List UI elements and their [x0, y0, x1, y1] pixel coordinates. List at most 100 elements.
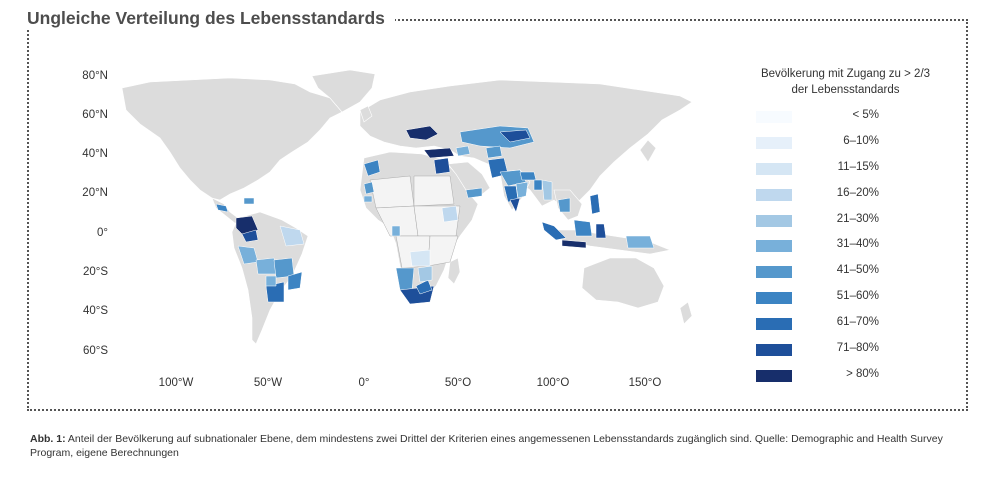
north-america — [121, 77, 343, 201]
region-borneo — [573, 219, 593, 237]
legend-swatch — [756, 240, 792, 253]
region-east-africa — [441, 205, 459, 223]
lat-tick: 40°S — [83, 305, 108, 317]
region-zimbabwe — [417, 265, 433, 283]
lon-tick: 50°W — [254, 377, 282, 389]
legend-label: < 5% — [852, 109, 879, 121]
lat-tick: 60°S — [83, 345, 108, 357]
legend-item: > 80% — [738, 365, 953, 391]
legend-swatch — [756, 162, 792, 175]
region-morocco — [363, 159, 381, 177]
lat-tick: 40°N — [82, 148, 108, 160]
legend: Bevölkerung mit Zugang zu > 2/3 der Lebe… — [738, 66, 953, 391]
region-nepal — [519, 171, 537, 181]
legend-label: 61–70% — [836, 316, 879, 329]
legend-swatch — [756, 111, 792, 123]
region-ukraine — [405, 125, 439, 141]
region-brazil-south — [265, 281, 285, 303]
region-sulawesi — [595, 223, 607, 239]
legend-label: > 80% — [846, 367, 879, 380]
region-westafrica-coast — [363, 181, 375, 195]
latitude-axis: 80°N 60°N 40°N 20°N 0° 20°S 40°S 60°S — [82, 70, 108, 357]
region-java — [561, 239, 587, 249]
legend-swatch — [756, 318, 792, 331]
madagascar — [447, 257, 461, 285]
region-guatemala — [215, 203, 229, 213]
arabia — [447, 161, 491, 197]
legend-title-line2: der Lebensstandards — [791, 84, 900, 96]
region-cambodia — [557, 197, 571, 213]
region-brazil-north — [279, 225, 305, 247]
region-zambia — [409, 249, 431, 267]
lat-tick: 80°N — [82, 70, 108, 82]
legend-item: < 5% — [738, 106, 953, 132]
title-bar: Ungleiche Verteilung des Lebensstandards — [27, 8, 970, 34]
lat-tick: 20°N — [82, 187, 108, 199]
region-tajikistan — [485, 145, 503, 159]
legend-item: 31–40% — [738, 235, 953, 261]
lon-tick: 50°O — [445, 377, 471, 389]
choropleth-regions — [215, 125, 655, 305]
region-sumatra — [541, 221, 567, 241]
region-bangladesh — [533, 179, 543, 191]
region-namibia — [395, 267, 415, 291]
legend-items: < 5% 6–10% 11–15% 16–20% 21–30% 31–40% 41–50% 5… — [738, 106, 953, 391]
figure-frame — [27, 19, 968, 411]
legend-item: 16–20% — [738, 184, 953, 210]
australia — [581, 257, 665, 309]
legend-swatch — [756, 136, 792, 149]
lon-tick: 100°W — [159, 377, 194, 389]
legend-swatch — [756, 344, 792, 357]
japan — [639, 139, 657, 163]
legend-label: 6–10% — [843, 134, 879, 147]
region-india-east — [515, 181, 529, 199]
caption-text: Anteil der Bevölkerung auf subnationaler… — [30, 433, 943, 459]
region-caucasus — [455, 145, 471, 157]
legend-label: 21–30% — [836, 212, 879, 225]
africa-region — [369, 175, 415, 209]
legend-title: Bevölkerung mit Zugang zu > 2/3 der Lebe… — [738, 66, 953, 98]
legend-item: 51–60% — [738, 287, 953, 313]
legend-swatch — [756, 369, 792, 382]
legend-item: 71–80% — [738, 339, 953, 365]
region-india-north — [499, 169, 527, 187]
region-haiti — [243, 197, 255, 205]
region-bolivia — [255, 257, 277, 275]
region-senegal — [363, 195, 373, 203]
legend-label: 71–80% — [836, 342, 879, 355]
legend-label: 16–20% — [836, 186, 879, 199]
new-zealand — [679, 301, 693, 325]
region-paraguay — [265, 275, 277, 287]
legend-swatch — [756, 292, 792, 305]
lat-tick: 0° — [97, 227, 108, 239]
legend-item: 6–10% — [738, 132, 953, 158]
legend-swatch — [756, 266, 792, 279]
region-egypt — [433, 157, 451, 175]
region-turkey — [423, 147, 455, 159]
legend-item: 41–50% — [738, 261, 953, 287]
region-yemen — [465, 187, 483, 199]
legend-label: 51–60% — [836, 290, 879, 303]
africa-region — [413, 175, 455, 207]
lon-tick: 150°O — [629, 377, 662, 389]
legend-title-line1: Bevölkerung mit Zugang zu > 2/3 — [760, 68, 931, 80]
greenland — [311, 69, 376, 113]
region-kyrgyzstan — [499, 129, 531, 143]
region-papua — [625, 235, 655, 249]
legend-label: 11–15% — [837, 160, 879, 173]
legend-item: 61–70% — [738, 313, 953, 339]
lat-tick: 20°S — [83, 266, 108, 278]
united-kingdom — [359, 105, 373, 123]
caption-label: Abb. 1: — [30, 433, 66, 445]
page-title: Ungleiche Verteilung des Lebensstandards — [27, 8, 395, 29]
legend-label: 41–50% — [836, 264, 879, 277]
region-gabon — [391, 225, 401, 237]
lon-tick: 0° — [359, 377, 370, 389]
legend-swatch — [756, 214, 792, 227]
longitude-axis: 100°W 50°W 0° 50°O 100°O 150°O — [159, 377, 662, 389]
lat-tick: 60°N — [82, 109, 108, 121]
legend-item: 21–30% — [738, 210, 953, 236]
region-lesotho — [415, 279, 433, 295]
figure-caption: Abb. 1: Anteil der Bevölkerung auf subna… — [30, 432, 960, 460]
region-colombia-south — [241, 229, 259, 243]
